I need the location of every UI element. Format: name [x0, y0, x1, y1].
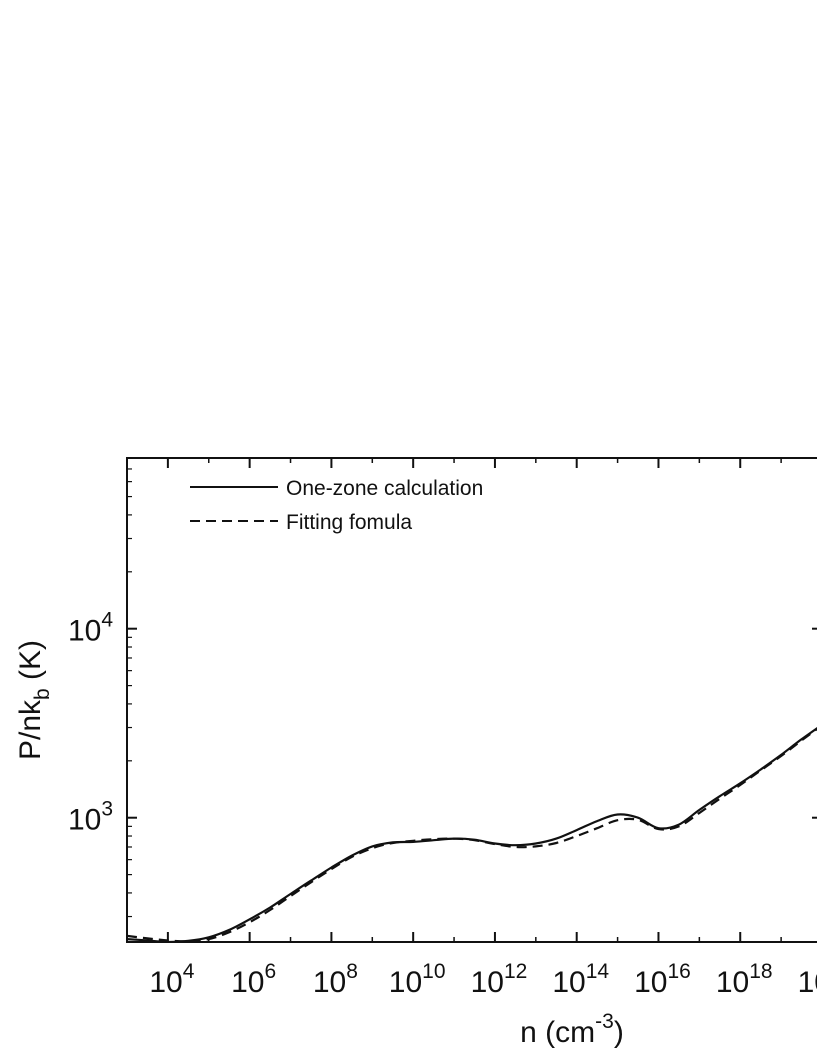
y-axis-label: P/nkb (K): [14, 640, 54, 760]
x-tick-label-exp: 14: [586, 960, 610, 983]
y-axis-label-end: (K): [14, 640, 47, 688]
legend-label: Fitting fomula: [286, 511, 412, 534]
y-tick-label-exp: 4: [101, 609, 113, 632]
x-tick-label: 1014: [552, 960, 609, 999]
x-tick-label: 1016: [634, 960, 691, 999]
y-tick-label: 104: [68, 609, 113, 648]
x-tick-label: 106: [231, 960, 276, 999]
x-axis-label-sup: -3: [595, 1010, 614, 1033]
x-tick-label: 1010: [389, 960, 446, 999]
x-tick-label: 1012: [471, 960, 528, 999]
tick-marks: [126, 457, 817, 942]
x-axis-label-end: ): [614, 1016, 624, 1049]
x-tick-label-exp: 4: [183, 960, 195, 983]
y-tick-label-base: 10: [68, 615, 101, 648]
x-tick-label-base: 10: [313, 966, 346, 999]
x-axis-label: n (cm-3): [520, 1010, 624, 1049]
x-tick-label-base: 10: [634, 966, 667, 999]
legend: One-zone calculation Fitting fomula: [190, 477, 483, 534]
x-tick-label-base: 10: [231, 966, 264, 999]
x-axis-label-main: n (cm: [520, 1016, 595, 1049]
x-tick-label-exp: 16: [667, 960, 690, 983]
data-curves: [127, 726, 817, 942]
x-tick-label: 108: [313, 960, 358, 999]
y-tick-label: 103: [68, 798, 113, 837]
x-tick-label-base: 10: [798, 966, 817, 999]
x-tick-labels: 104106108101010121014101610181020: [149, 960, 817, 999]
y-axis-label-sub: b: [31, 688, 54, 700]
x-tick-label-exp: 8: [346, 960, 358, 983]
plot-frame: [126, 457, 817, 943]
x-tick-label-exp: 12: [504, 960, 527, 983]
y-tick-label-exp: 3: [101, 798, 113, 821]
y-axis-label-main: P/nk: [14, 699, 47, 760]
x-tick-label-exp: 10: [422, 960, 445, 983]
x-tick-label-base: 10: [389, 966, 422, 999]
x-tick-label-base: 10: [552, 966, 585, 999]
x-tick-label-base: 10: [471, 966, 504, 999]
x-tick-label: 1020: [798, 960, 817, 999]
x-tick-label-base: 10: [716, 966, 749, 999]
x-tick-label-exp: 18: [749, 960, 772, 983]
x-tick-label: 104: [149, 960, 194, 999]
y-tick-label-base: 10: [68, 804, 101, 837]
x-tick-label-exp: 6: [264, 960, 276, 983]
series-line-fitting-formula: [127, 727, 817, 942]
x-tick-label: 1018: [716, 960, 773, 999]
x-tick-label-base: 10: [149, 966, 182, 999]
series-line-one-zone: [127, 726, 817, 942]
legend-label: One-zone calculation: [286, 477, 483, 500]
